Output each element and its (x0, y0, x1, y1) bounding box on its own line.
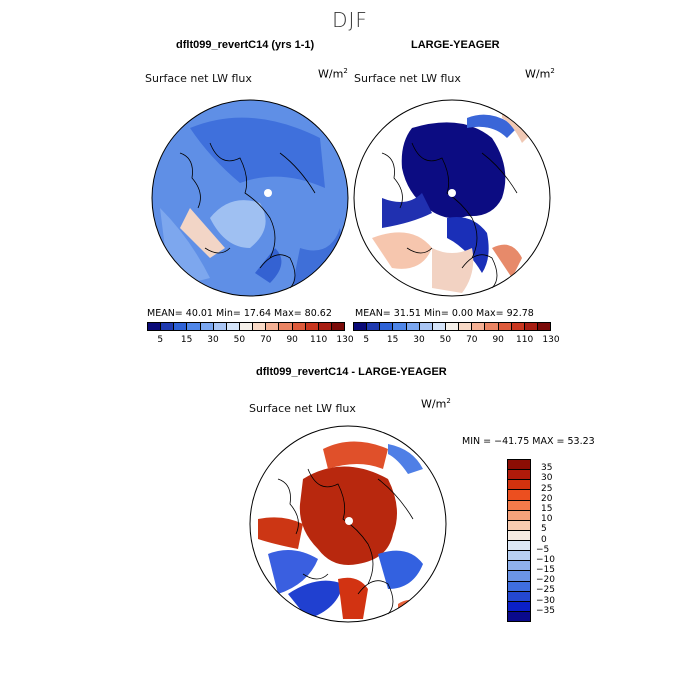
panel-2-colorbar-tick-label: 50 (439, 335, 452, 345)
panel-1-colorbar-tick-label: 110 (310, 335, 328, 345)
panel-2-colorbar-tick-label: 90 (492, 335, 504, 345)
panel-3-colorbar-swatch (508, 581, 530, 592)
panel-2-stats: MEAN= 31.51 Min= 0.00 Max= 92.78 (355, 308, 534, 319)
panel-3-colorbar-tick-label: −35 (536, 605, 555, 616)
panel-3-colorbar-ticks: 35 30 25 20 15 10 5 0 −5 −10 −15 −20 −25 −30 −35 (536, 459, 576, 622)
panel-3-colorbar-tick-label: −20 (536, 575, 555, 586)
panel-2-colorbar-swatch (432, 323, 446, 330)
panel-2-colorbar-swatch (537, 323, 551, 330)
panel-2-colorbar-tick-label: 5 (363, 335, 370, 345)
panel-1-stats: MEAN= 40.01 Min= 17.64 Max= 80.62 (147, 308, 332, 319)
panel-1-title: dflt099_revertC14 (yrs 1-1) (176, 39, 315, 51)
panel-3-colorbar-tick-label: −30 (536, 595, 555, 606)
panel-2-colorbar-swatch (511, 323, 525, 330)
panel-1-colorbar-swatch (305, 323, 319, 330)
panel-3-colorbar-tick-label: 25 (541, 483, 553, 494)
panel-1-colorbar-tick-label: 50 (233, 335, 246, 345)
panel-3-map (249, 425, 447, 623)
panel-3-colorbar-tick-label: 15 (541, 503, 553, 514)
panel-3-colorbar-tick-label: 10 (541, 514, 553, 525)
panel-3-colorbar-swatch (508, 611, 530, 621)
panel-2-colorbar-swatch (367, 323, 381, 330)
panel-2-map (353, 99, 551, 297)
figure-title: DJF (332, 8, 368, 32)
panel-2-colorbar-swatch (459, 323, 473, 330)
panel-3-colorbar-tick-label: −10 (536, 554, 555, 565)
panel-1-colorbar-tick-label: 15 (180, 335, 193, 345)
panel-1-colorbar-swatch (213, 323, 227, 330)
panel-1-colorbar-swatch (331, 323, 345, 330)
panel-3-stats: MIN = −41.75 MAX = 53.23 (462, 436, 595, 447)
panel-3-colorbar-swatch (508, 500, 530, 511)
panel-2-colorbar-swatch (406, 323, 420, 330)
panel-1-units: W/m2 (318, 67, 348, 81)
panel-3-field-label: Surface net LW flux (249, 402, 356, 415)
panel-1-colorbar-tick-label: 70 (260, 335, 272, 345)
panel-1-colorbar-swatch (318, 323, 332, 330)
panel-3-colorbar-swatch (508, 561, 530, 572)
panel-3-colorbar-tick-label: 5 (541, 524, 547, 535)
panel-3-colorbar-swatch (508, 551, 530, 562)
panel-2-colorbar-swatch (354, 323, 368, 330)
panel-3-colorbar-swatch (508, 510, 530, 521)
panel-2-colorbar-swatch (485, 323, 499, 330)
panel-1-field-label: Surface net LW flux (145, 72, 252, 85)
panel-1-colorbar-tick-label: 130 (336, 335, 354, 345)
panel-2-colorbar-swatch (498, 323, 512, 330)
panel-1-colorbar-swatch (239, 323, 254, 330)
panel-2-colorbar-tick-label: 30 (413, 335, 425, 345)
panel-3-colorbar-tick-label: −15 (536, 565, 555, 576)
panel-2-colorbar-tick-label: 130 (542, 335, 560, 345)
panel-1-colorbar-tick-label: 90 (286, 335, 298, 345)
panel-1-colorbar-swatch (279, 323, 293, 330)
panel-1-colorbar-swatch (148, 323, 162, 330)
panel-2-colorbar-tick-label: 70 (466, 335, 478, 345)
panel-2-colorbar-swatch (393, 323, 407, 330)
panel-1-colorbar-swatch (292, 323, 306, 330)
panel-3-colorbar-tick-label: 30 (541, 473, 553, 484)
panel-3-colorbar (507, 459, 531, 622)
panel-2-colorbar-swatch (419, 323, 433, 330)
panel-2-colorbar-swatch (472, 323, 486, 330)
panel-3-colorbar-tick-label: 0 (541, 534, 547, 545)
panel-1-colorbar-swatch (266, 323, 280, 330)
panel-1-colorbar-swatch (174, 323, 188, 330)
panel-3-colorbar-tick-label: 35 (541, 463, 553, 474)
panel-1-colorbar (147, 322, 345, 331)
panel-2-colorbar-tick-label: 15 (386, 335, 399, 345)
panel-1-colorbar-ticks: 5 15 30 50 70 90 110 130 (147, 335, 353, 347)
panel-3-colorbar-swatch (508, 490, 530, 501)
panel-2-field-label: Surface net LW flux (354, 72, 461, 85)
panel-3-colorbar-swatch (508, 480, 530, 491)
panel-3-colorbar-swatch (508, 460, 530, 471)
panel-3-units: W/m2 (421, 397, 451, 411)
panel-3-colorbar-swatch (508, 571, 530, 582)
panel-3-colorbar-swatch (508, 470, 530, 481)
panel-1-colorbar-swatch (200, 323, 214, 330)
panel-3-colorbar-swatch (508, 520, 530, 531)
panel-2-colorbar (353, 322, 551, 331)
panel-2-units: W/m2 (525, 67, 555, 81)
panel-1-colorbar-swatch (226, 323, 240, 330)
panel-3-colorbar-swatch (508, 530, 530, 541)
panel-2-title: LARGE-YEAGER (411, 39, 500, 51)
panel-2-colorbar-swatch (380, 323, 394, 330)
panel-3-colorbar-swatch (508, 601, 530, 612)
panel-2-colorbar-ticks: 5 15 30 50 70 90 110 130 (353, 335, 559, 347)
panel-1-colorbar-swatch (187, 323, 201, 330)
panel-3-title: dflt099_revertC14 - LARGE-YEAGER (256, 366, 447, 378)
panel-3-colorbar-tick-label: −25 (536, 585, 555, 596)
panel-3-colorbar-tick-label: 20 (541, 493, 553, 504)
panel-2-colorbar-tick-label: 110 (516, 335, 534, 345)
panel-3-colorbar-swatch (508, 541, 530, 552)
panel-1-colorbar-swatch (161, 323, 175, 330)
panel-3-colorbar-swatch (508, 591, 530, 602)
panel-1-map (151, 99, 349, 297)
panel-2-colorbar-swatch (524, 323, 538, 330)
panel-3-colorbar-tick-label: −5 (536, 544, 550, 555)
panel-1-colorbar-tick-label: 5 (157, 335, 164, 345)
panel-1-colorbar-swatch (253, 323, 267, 330)
panel-1-colorbar-tick-label: 30 (207, 335, 219, 345)
panel-2-colorbar-swatch (445, 323, 460, 330)
